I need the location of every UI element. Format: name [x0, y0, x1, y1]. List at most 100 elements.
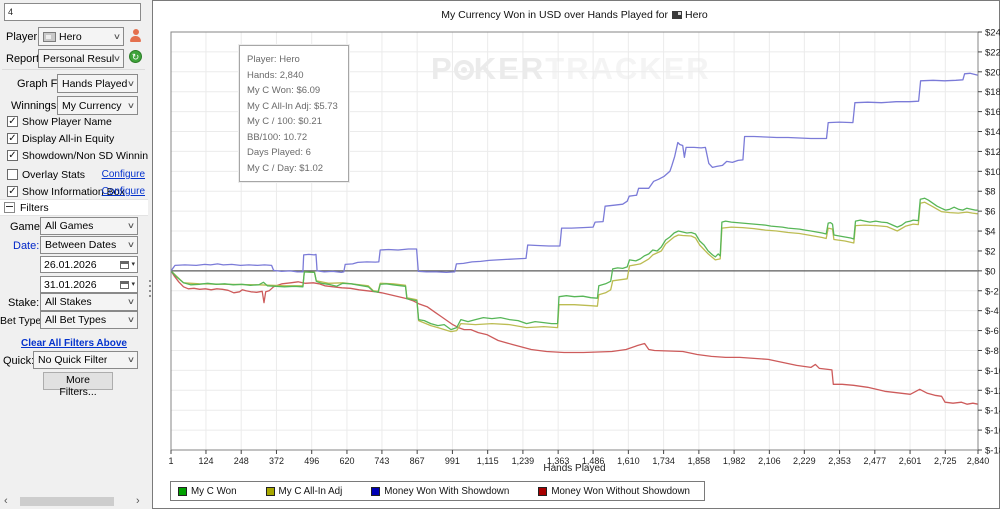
bet-type-select[interactable]: All Bet Types ∨: [40, 311, 138, 329]
svg-text:$-2: $-2: [985, 286, 999, 297]
info-line: Player: Hero: [247, 54, 300, 65]
chevron-down-icon: ∨: [126, 355, 136, 364]
checkbox-label: Show Information Box: [22, 185, 125, 198]
checkbox-show-player-name[interactable]: ✓: [7, 116, 18, 127]
report-value: Personal Results: [43, 52, 115, 65]
checkbox-label: Showdown/Non SD Winnings: [22, 149, 160, 162]
refresh-icon[interactable]: ↻: [129, 50, 142, 63]
svg-text:1: 1: [168, 456, 173, 466]
svg-text:$-8: $-8: [985, 346, 999, 357]
chart-tick-labels: 1 124 248 372 496 620 743 867 991 1,115 1,239 1,363…: [168, 28, 1000, 467]
filters-header-label: Filters: [20, 201, 49, 214]
title-player-icon: [672, 11, 683, 19]
info-line: My C / 100: $0.21: [247, 116, 322, 127]
player-avatar-icon: [43, 31, 56, 42]
date-from-value: 26.01.2026: [44, 258, 97, 271]
clear-all-filters-link[interactable]: Clear All Filters Above: [21, 338, 127, 349]
info-line: My C Won: $6.09: [247, 85, 321, 96]
scrollbar-thumb[interactable]: [20, 497, 114, 506]
filters-section-header[interactable]: Filters: [0, 199, 148, 216]
checkbox-label: Overlay Stats: [22, 168, 86, 181]
configure-infobox-link[interactable]: Configure: [101, 186, 145, 197]
svg-text:1,982: 1,982: [723, 456, 746, 466]
svg-text:867: 867: [410, 456, 425, 466]
report-select[interactable]: Personal Results ∨: [38, 49, 124, 68]
chevron-down-icon: ∨: [126, 297, 136, 306]
game-select[interactable]: All Games ∨: [40, 217, 138, 235]
graph-for-value: Hands Played: [62, 77, 128, 90]
poker-chip-icon: [453, 60, 474, 80]
chart-legend: My C Won My C All-In Adj Money Won With …: [170, 481, 705, 501]
calendar-icon[interactable]: [120, 280, 130, 289]
chevron-down-icon: ∨: [126, 240, 136, 249]
calendar-icon[interactable]: [120, 260, 130, 269]
svg-text:1,239: 1,239: [512, 456, 535, 466]
scroll-right-icon[interactable]: ›: [136, 495, 140, 507]
svg-text:$-10: $-10: [985, 366, 1000, 377]
svg-text:496: 496: [304, 456, 319, 466]
date-from-input[interactable]: 26.01.2026 ▾: [40, 256, 138, 273]
chevron-down-icon: ∨: [112, 31, 122, 41]
checkbox-show-information-box[interactable]: ✓: [7, 186, 18, 197]
bet-type-value: All Bet Types: [45, 314, 107, 326]
chevron-down-icon[interactable]: ▾: [131, 261, 135, 268]
svg-text:2,353: 2,353: [828, 456, 851, 466]
legend-item: My C All-In Adj: [265, 486, 342, 497]
graph-for-select[interactable]: Hands Played ∨: [57, 74, 138, 93]
svg-text:620: 620: [339, 456, 354, 466]
winnings-in-label: Winnings in:: [11, 100, 71, 112]
svg-text:2,229: 2,229: [793, 456, 816, 466]
pokertracker-watermark: P KERTRACKER: [431, 51, 711, 86]
checkbox-showdown-winnings[interactable]: ✓: [7, 150, 18, 161]
date-to-input[interactable]: 31.01.2026 ▾: [40, 276, 138, 293]
series-line-3: [170, 270, 979, 405]
chevron-down-icon: ∨: [112, 53, 122, 63]
date-mode-select[interactable]: Between Dates ∨: [40, 236, 138, 254]
chart-axes: [170, 31, 982, 454]
quick-filter-select[interactable]: No Quick Filter ∨: [33, 351, 138, 369]
svg-text:2,725: 2,725: [934, 456, 957, 466]
sidebar-scrollbar[interactable]: ‹ ›: [0, 495, 148, 509]
info-line: Days Played: 6: [247, 147, 311, 158]
configure-overlay-link[interactable]: Configure: [101, 169, 145, 180]
graph-panel: P KERTRACKER 1 124 248 372 496 620 743 867 991 1,1…: [152, 0, 1000, 509]
svg-text:2,840: 2,840: [967, 456, 990, 466]
svg-text:1,486: 1,486: [582, 456, 605, 466]
scroll-left-icon[interactable]: ‹: [4, 495, 8, 507]
svg-text:1,610: 1,610: [617, 456, 640, 466]
checkbox-overlay-stats[interactable]: [7, 169, 18, 180]
svg-text:$2: $2: [985, 246, 996, 257]
search-input[interactable]: [4, 3, 141, 21]
svg-text:$-4: $-4: [985, 306, 999, 317]
checkbox-label: Show Player Name: [22, 115, 112, 128]
svg-text:991: 991: [445, 456, 460, 466]
svg-text:124: 124: [198, 456, 213, 466]
divider: [2, 69, 145, 70]
svg-text:$24: $24: [985, 28, 1000, 39]
svg-text:$16: $16: [985, 107, 1000, 118]
svg-text:$-18: $-18: [985, 446, 1000, 457]
checkbox-display-all-in-equity[interactable]: ✓: [7, 133, 18, 144]
svg-text:$10: $10: [985, 167, 1000, 178]
svg-text:$4: $4: [985, 227, 996, 238]
series-line-2: [170, 72, 979, 274]
collapse-icon[interactable]: [4, 202, 15, 213]
info-line: My C All-In Adj: $5.73: [247, 100, 338, 112]
more-filters-button[interactable]: More Filters...: [43, 372, 113, 398]
svg-text:$0: $0: [985, 266, 996, 277]
winnings-in-value: My Currency: [62, 99, 122, 112]
svg-text:$12: $12: [985, 147, 1000, 158]
player-select[interactable]: Hero ∨: [38, 27, 124, 46]
chevron-down-icon[interactable]: ▾: [131, 281, 135, 288]
svg-text:1,115: 1,115: [477, 456, 499, 466]
player-label: Player:: [6, 31, 41, 43]
winnings-in-select[interactable]: My Currency ∨: [57, 96, 138, 115]
svg-text:$6: $6: [985, 207, 996, 218]
stake-select[interactable]: All Stakes ∨: [40, 293, 138, 311]
svg-text:2,601: 2,601: [899, 456, 922, 466]
svg-text:$18: $18: [985, 87, 1000, 98]
svg-text:248: 248: [234, 456, 249, 466]
panel-splitter[interactable]: [148, 0, 152, 509]
svg-text:$14: $14: [985, 127, 1000, 138]
